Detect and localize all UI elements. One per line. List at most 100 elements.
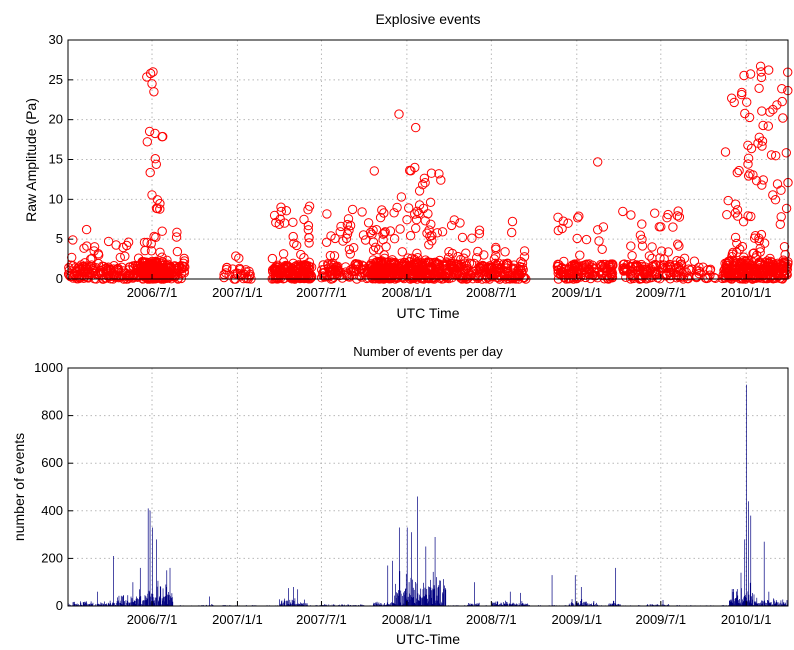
day-bar [396, 604, 398, 606]
day-bar [418, 600, 419, 606]
day-bar [745, 594, 746, 606]
event-point [115, 252, 126, 263]
day-bar [766, 603, 767, 606]
event-point [380, 227, 390, 237]
day-bar [471, 603, 473, 606]
event-point [377, 205, 387, 215]
day-bar [139, 597, 141, 606]
event-point [318, 260, 328, 270]
day-bar [650, 604, 651, 606]
event-point [743, 171, 754, 181]
day-bar [301, 604, 303, 606]
event-point [410, 266, 420, 276]
day-bar [735, 598, 736, 606]
day-bar [419, 596, 421, 606]
day-bar [381, 604, 383, 606]
day-bar [518, 603, 520, 606]
day-bar [289, 603, 291, 606]
event-point [276, 202, 286, 212]
y-tick-label: 25 [49, 72, 63, 87]
event-point [755, 247, 765, 257]
day-bar [426, 603, 428, 606]
day-bar [383, 604, 384, 606]
day-bar [730, 601, 732, 606]
day-bar [294, 604, 295, 606]
day-bar [135, 598, 137, 606]
day-bar [283, 600, 285, 606]
day-bar [652, 604, 654, 606]
event-point [163, 263, 174, 273]
event-point [371, 225, 382, 235]
day-bar [516, 604, 518, 606]
day-bar [779, 602, 781, 606]
day-bar [164, 601, 166, 606]
event-point [409, 273, 419, 284]
event-point [679, 253, 690, 263]
day-bar [440, 580, 441, 606]
day-bar [619, 604, 620, 606]
day-bar [163, 596, 165, 606]
day-bar [161, 604, 163, 606]
day-bar [289, 599, 291, 606]
day-bar [755, 601, 757, 606]
event-point [426, 219, 436, 230]
event-point [353, 260, 363, 270]
day-bar [347, 604, 349, 606]
day-bar [411, 579, 413, 606]
day-bar [87, 604, 89, 606]
day-bar [122, 596, 124, 606]
day-bar [430, 579, 431, 606]
day-bar [770, 602, 772, 606]
day-bar [145, 597, 147, 606]
event-point [703, 265, 713, 275]
event-point [82, 241, 92, 251]
event-point [593, 157, 603, 167]
day-bar [171, 593, 173, 606]
event-point [396, 192, 407, 202]
day-bar [150, 602, 152, 606]
day-bar [785, 604, 787, 606]
day-bar [774, 604, 776, 606]
event-point [776, 185, 786, 195]
day-bar [142, 601, 143, 606]
day-bar [111, 604, 113, 606]
event-point [457, 272, 467, 282]
event-point [325, 250, 336, 261]
day-bar [286, 600, 288, 606]
day-bar [132, 582, 134, 606]
day-bar [171, 598, 172, 606]
event-point [360, 235, 371, 245]
day-bar [154, 597, 156, 606]
day-bar [744, 596, 746, 606]
event-point [329, 251, 340, 261]
event-point [621, 272, 631, 282]
day-bar [617, 604, 619, 606]
day-bar [142, 600, 144, 606]
day-bar [127, 602, 129, 606]
event-point [437, 227, 448, 237]
day-bar [579, 604, 581, 606]
day-bar [297, 604, 299, 606]
day-bar [440, 601, 442, 606]
event-point [647, 261, 657, 271]
day-bar [408, 582, 410, 606]
day-bar [502, 602, 504, 606]
day-bar [302, 602, 304, 606]
day-bar [415, 582, 416, 606]
day-bar [72, 602, 74, 606]
day-bar [166, 570, 168, 606]
day-bar [416, 583, 418, 606]
day-bar [492, 604, 493, 606]
day-bar [515, 603, 517, 606]
day-bar [421, 598, 422, 606]
day-bar [491, 602, 493, 606]
event-point [304, 232, 314, 243]
event-point [780, 250, 790, 260]
event-point [673, 206, 683, 216]
event-point [299, 214, 309, 225]
event-point [234, 253, 244, 263]
day-bar [653, 604, 655, 606]
event-point [158, 131, 168, 142]
event-point [597, 244, 607, 255]
day-bar [303, 604, 305, 606]
